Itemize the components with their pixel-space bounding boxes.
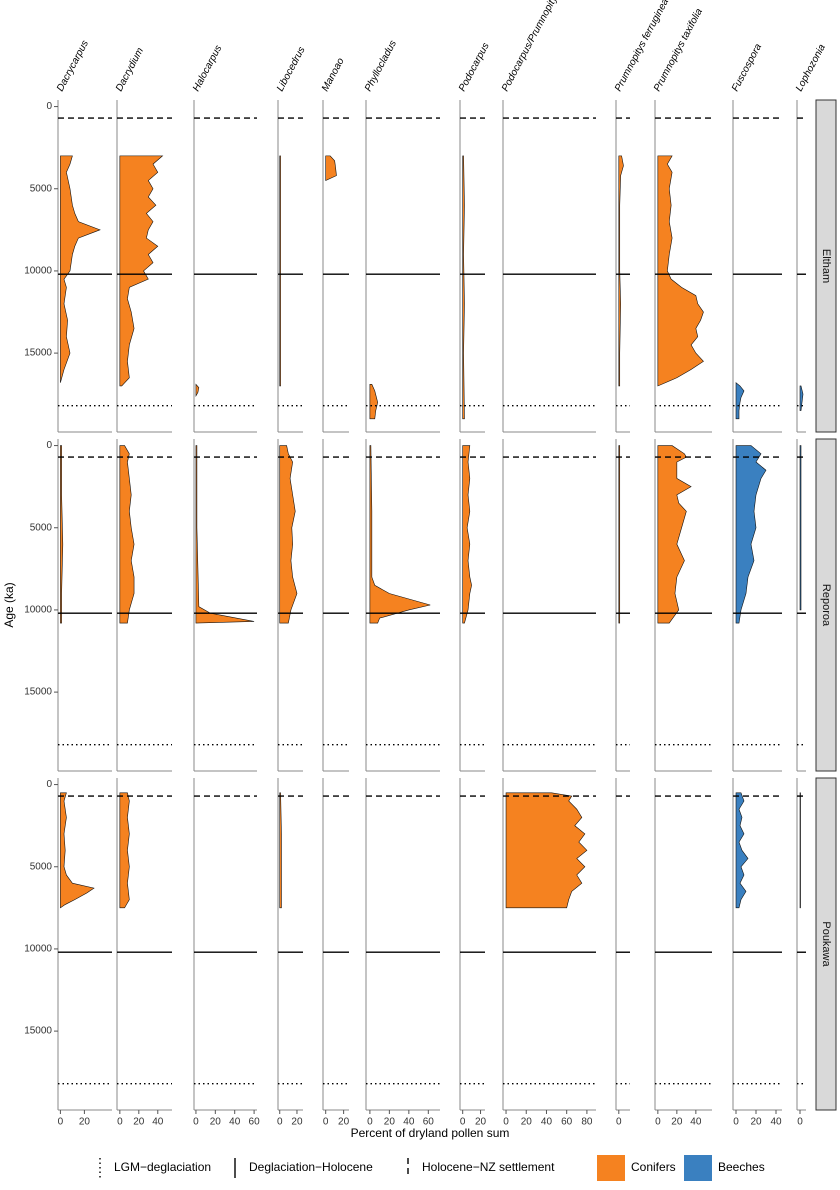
pollen-area [119, 445, 135, 624]
x-tick-label: 20 [291, 1117, 303, 1128]
x-tick-label: 20 [521, 1117, 533, 1128]
x-tick-label: 0 [797, 1117, 803, 1128]
site-strip [815, 438, 837, 772]
y-tick-label: 5000 [30, 522, 53, 533]
x-tick-label: 40 [229, 1117, 241, 1128]
x-tick-label: 20 [338, 1117, 350, 1128]
y-tick-label: 10000 [24, 266, 52, 277]
site-label: Reporoa [820, 584, 832, 627]
y-tick-label: 0 [46, 101, 52, 112]
x-tick-label: 0 [655, 1117, 661, 1128]
y-tick-label: 10000 [24, 605, 52, 616]
pollen-area [195, 383, 200, 397]
y-tick-label: 15000 [24, 348, 52, 359]
pollen-area [505, 792, 588, 909]
x-tick-label: 40 [152, 1117, 164, 1128]
legend-label: Conifers [631, 1160, 676, 1174]
x-tick-label: 20 [475, 1117, 487, 1128]
pollen-area [195, 445, 255, 624]
x-tick-label: 60 [423, 1117, 435, 1128]
x-tick-label: 20 [210, 1117, 222, 1128]
pollen-area [60, 792, 95, 909]
legend-swatch [684, 1155, 712, 1181]
pollen-area [799, 792, 801, 909]
pollen-area [799, 445, 802, 611]
site-label: Eltham [820, 249, 832, 283]
taxon-label: Dacrydium [114, 46, 146, 93]
pollen-area [657, 155, 704, 387]
pollen-area [735, 382, 745, 420]
pollen-area [369, 445, 431, 624]
x-tick-label: 40 [403, 1117, 415, 1128]
x-tick-label: 0 [616, 1117, 622, 1128]
taxon-label: Halocarpus [191, 44, 224, 94]
x-tick-label: 60 [561, 1117, 573, 1128]
x-tick-label: 0 [503, 1117, 509, 1128]
x-tick-label: 40 [770, 1117, 782, 1128]
pollen-area [618, 445, 621, 624]
y-axis-label: Age (ka) [2, 582, 16, 627]
pollen-area [279, 792, 282, 909]
taxon-label: Dacrycarpus [55, 39, 91, 94]
pollen-area [657, 445, 692, 624]
pollen-area [799, 385, 804, 411]
y-tick-label: 5000 [30, 861, 53, 872]
taxon-label: Libocedrus [275, 45, 308, 93]
site-strip [815, 777, 837, 1111]
legend-swatch [597, 1155, 625, 1181]
pollen-area [325, 155, 337, 182]
x-tick-label: 20 [671, 1117, 683, 1128]
pollen-area [119, 792, 130, 909]
x-tick-label: 0 [193, 1117, 199, 1128]
x-tick-label: 80 [581, 1117, 593, 1128]
pollen-area [735, 445, 767, 624]
x-axis-label: Percent of dryland pollen sum [351, 1126, 510, 1140]
x-tick-label: 20 [384, 1117, 396, 1128]
x-tick-label: 40 [541, 1117, 553, 1128]
x-tick-label: 0 [367, 1117, 373, 1128]
pollen-area [462, 445, 472, 624]
x-tick-label: 60 [249, 1117, 261, 1128]
y-tick-label: 0 [46, 779, 52, 790]
legend-label: Deglaciation−Holocene [249, 1160, 373, 1174]
pollen-area [618, 155, 624, 387]
x-tick-label: 0 [733, 1117, 739, 1128]
x-tick-label: 0 [117, 1117, 123, 1128]
x-tick-label: 0 [277, 1117, 283, 1128]
site-strip [815, 99, 837, 433]
x-tick-label: 0 [323, 1117, 329, 1128]
x-tick-label: 20 [750, 1117, 762, 1128]
x-tick-label: 20 [79, 1117, 91, 1128]
y-tick-label: 10000 [24, 944, 52, 955]
taxon-label: Lophozonia [794, 42, 828, 93]
legend-label: LGM−deglaciation [114, 1160, 211, 1174]
y-tick-label: 0 [46, 440, 52, 451]
pollen-area [735, 792, 749, 909]
taxon-label: Podocarpus [457, 41, 492, 93]
legend-label: Holocene−NZ settlement [422, 1160, 555, 1174]
x-tick-label: 0 [460, 1117, 466, 1128]
taxon-label: Fuscospora [730, 42, 764, 94]
taxon-label: Podocarpus/Prumnopitys [500, 0, 562, 93]
x-tick-label: 40 [690, 1117, 702, 1128]
y-tick-label: 15000 [24, 687, 52, 698]
x-tick-label: 0 [58, 1117, 64, 1128]
pollen-area [369, 384, 378, 420]
pollen-area [279, 155, 281, 387]
legend-label: Beeches [718, 1160, 765, 1174]
pollen-area [119, 155, 164, 387]
pollen-area [462, 155, 465, 420]
y-tick-label: 5000 [30, 183, 53, 194]
taxon-label: Phyllocladus [363, 39, 399, 94]
pollen-area [60, 445, 64, 624]
taxon-label: Manoao [320, 56, 347, 93]
x-tick-label: 20 [133, 1117, 145, 1128]
pollen-area [60, 155, 101, 383]
site-label: Poukawa [820, 921, 832, 967]
pollen-area [279, 445, 298, 624]
y-tick-label: 15000 [24, 1026, 52, 1037]
